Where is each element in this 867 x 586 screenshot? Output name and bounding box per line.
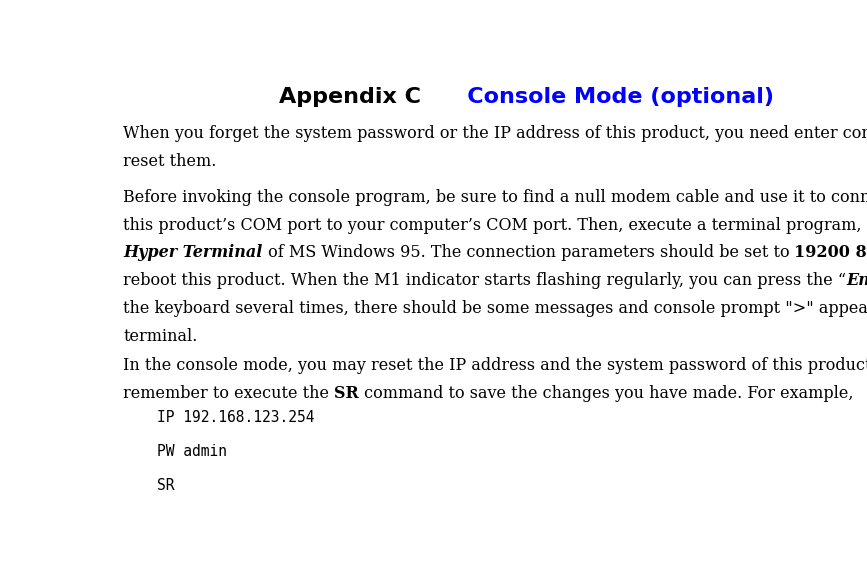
Text: command to save the changes you have made. For example,: command to save the changes you have mad… — [359, 385, 853, 402]
Text: When you forget the system password or the IP address of this product, you need : When you forget the system password or t… — [123, 125, 867, 142]
Text: of MS Windows 95. The connection parameters should be set to: of MS Windows 95. The connection paramet… — [263, 244, 794, 261]
Text: IP 192.168.123.254: IP 192.168.123.254 — [157, 410, 314, 425]
Text: SR: SR — [335, 385, 359, 402]
Text: Hyper Terminal: Hyper Terminal — [123, 244, 263, 261]
Text: PW admin: PW admin — [157, 444, 227, 459]
Text: this product’s COM port to your computer’s COM port. Then, execute a terminal pr: this product’s COM port to your computer… — [123, 216, 867, 233]
Text: Enter: Enter — [846, 272, 867, 289]
Text: reset them.: reset them. — [123, 154, 217, 171]
Text: terminal.: terminal. — [123, 328, 198, 345]
Text: In the console mode, you may reset the IP address and the system password of thi: In the console mode, you may reset the I… — [123, 357, 867, 374]
Text: 19200 8-N-1: 19200 8-N-1 — [794, 244, 867, 261]
Text: the keyboard several times, there should be some messages and console prompt ">": the keyboard several times, there should… — [123, 301, 867, 318]
Text: reboot this product. When the M1 indicator starts flashing regularly, you can pr: reboot this product. When the M1 indicat… — [123, 272, 846, 289]
Text: SR: SR — [157, 478, 174, 493]
Text: Appendix C: Appendix C — [279, 87, 445, 107]
Text: Before invoking the console program, be sure to find a null modem cable and use : Before invoking the console program, be … — [123, 189, 867, 206]
Text: remember to execute the: remember to execute the — [123, 385, 335, 402]
Text: Console Mode (optional): Console Mode (optional) — [445, 87, 774, 107]
